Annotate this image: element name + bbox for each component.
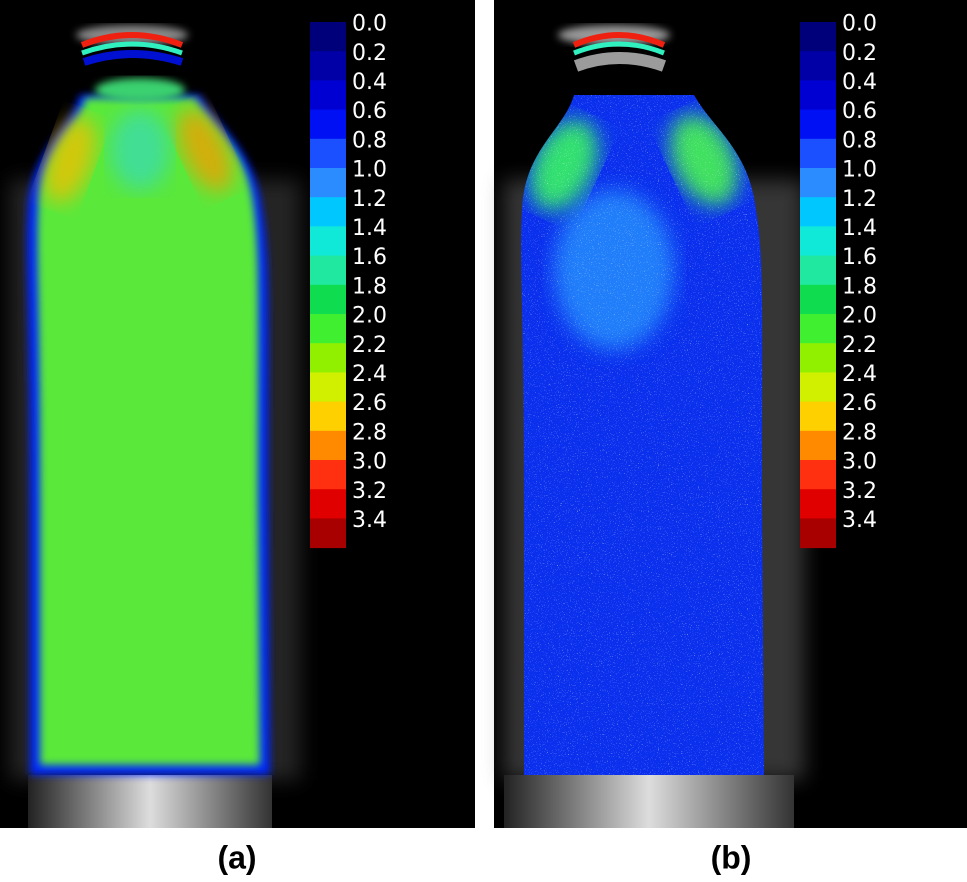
colorbar-segment	[310, 372, 346, 403]
colorbar-tick-label: 0.0	[352, 12, 387, 37]
colorbar-tick-label: 0.2	[352, 41, 387, 66]
colorbar-segment	[310, 284, 346, 315]
colorbar-segment	[800, 460, 836, 490]
colorbar: 0.0 0.2 0.4 0.6 0.8 1.0 1.2 1.4 1.6 1.8 2.0 2.2 2.4 2…	[310, 12, 387, 549]
colorbar-segment	[800, 314, 836, 344]
colorbar-tick-label: 0.8	[842, 128, 877, 153]
colorbar: 0.0 0.2 0.4 0.6 0.8 1.0 1.2 1.4 1.6 1.8 2.0 2.2 2.4 2…	[800, 12, 877, 549]
colorbar-segment	[310, 109, 346, 140]
colorbar-segment	[800, 226, 836, 257]
panel-label: (b)	[711, 839, 752, 875]
colorbar-segment	[800, 518, 836, 549]
colorbar-segment	[310, 255, 346, 286]
colorbar-segment	[310, 401, 346, 432]
colorbar-tick-label: 2.0	[352, 304, 387, 329]
colorbar-segment	[800, 22, 836, 52]
colorbar-tick-label: 1.8	[842, 274, 877, 299]
colorbar-tick-label: 1.0	[842, 158, 877, 183]
colorbar-tick-label: 2.6	[352, 391, 387, 416]
colorbar-segment	[310, 489, 346, 519]
colorbar-segment	[800, 489, 836, 519]
colorbar-tick-label: 1.4	[352, 216, 387, 241]
colorbar-segment	[800, 197, 836, 227]
colorbar-tick-label: 0.4	[352, 70, 387, 95]
colorbar-segment	[310, 226, 346, 257]
colorbar-tick-label: 1.2	[352, 187, 387, 212]
colorbar-segment	[800, 372, 836, 403]
colorbar-tick-label: 0.6	[352, 99, 387, 124]
colorbar-segment	[800, 168, 836, 198]
colorbar-segment	[310, 51, 346, 81]
colorbar-tick-label: 2.8	[842, 420, 877, 445]
colorbar-segment	[310, 168, 346, 198]
colorbar-tick-label: 3.0	[842, 450, 877, 475]
colorbar-segment	[310, 430, 346, 461]
colorbar-segment	[800, 138, 836, 169]
colorbar-segment	[310, 197, 346, 227]
colorbar-segment	[800, 430, 836, 461]
colorbar-segment	[310, 343, 346, 373]
colorbar-tick-label: 3.0	[352, 450, 387, 475]
colorbar-tick-label: 0.2	[842, 41, 877, 66]
colorbar-tick-label: 0.8	[352, 128, 387, 153]
colorbar-tick-label: 2.6	[842, 391, 877, 416]
colorbar-tick-label: 2.4	[352, 362, 387, 387]
colorbar-tick-label: 3.4	[842, 508, 877, 533]
panel-b: 0.0 0.2 0.4 0.6 0.8 1.0 1.2 1.4 1.6 1.8 2.0 2.2 2.4 2…	[494, 0, 967, 828]
colorbar-segment	[310, 80, 346, 111]
colorbar-tick-label: 0.6	[842, 99, 877, 124]
colorbar-segment	[310, 518, 346, 549]
colorbar-tick-label: 1.6	[842, 245, 877, 270]
colorbar-tick-label: 2.0	[842, 304, 877, 329]
colorbar-tick-label: 1.8	[352, 274, 387, 299]
colorbar-segment	[310, 22, 346, 52]
colorbar-tick-label: 0.4	[842, 70, 877, 95]
colorbar-tick-label: 0.0	[842, 12, 877, 37]
colorbar-segment	[800, 343, 836, 373]
colorbar-tick-label: 1.4	[842, 216, 877, 241]
colorbar-tick-label: 2.2	[352, 333, 387, 358]
colorbar-tick-label: 1.2	[842, 187, 877, 212]
colorbar-tick-label: 3.2	[352, 479, 387, 504]
panel-a: 0.0 0.2 0.4 0.6 0.8 1.0 1.2 1.4 1.6 1.8 2.0 2.2 2.4 2…	[0, 0, 475, 828]
panel-labels: (a) (b)	[217, 839, 751, 875]
colorbar-tick-label: 3.2	[842, 479, 877, 504]
colorbar-segment	[800, 401, 836, 432]
colorbar-tick-label: 2.2	[842, 333, 877, 358]
colorbar-tick-label: 1.0	[352, 158, 387, 183]
colorbar-tick-label: 1.6	[352, 245, 387, 270]
panel-label: (a)	[217, 839, 256, 875]
colorbar-segment	[310, 314, 346, 344]
colorbar-segment	[800, 109, 836, 140]
colorbar-segment	[310, 138, 346, 169]
colorbar-segment	[310, 460, 346, 490]
colorbar-tick-label: 3.4	[352, 508, 387, 533]
colorbar-segment	[800, 80, 836, 111]
colorbar-segment	[800, 255, 836, 286]
colorbar-segment	[800, 51, 836, 81]
colorbar-tick-label: 2.8	[352, 420, 387, 445]
colorbar-tick-label: 2.4	[842, 362, 877, 387]
colorbar-segment	[800, 284, 836, 315]
